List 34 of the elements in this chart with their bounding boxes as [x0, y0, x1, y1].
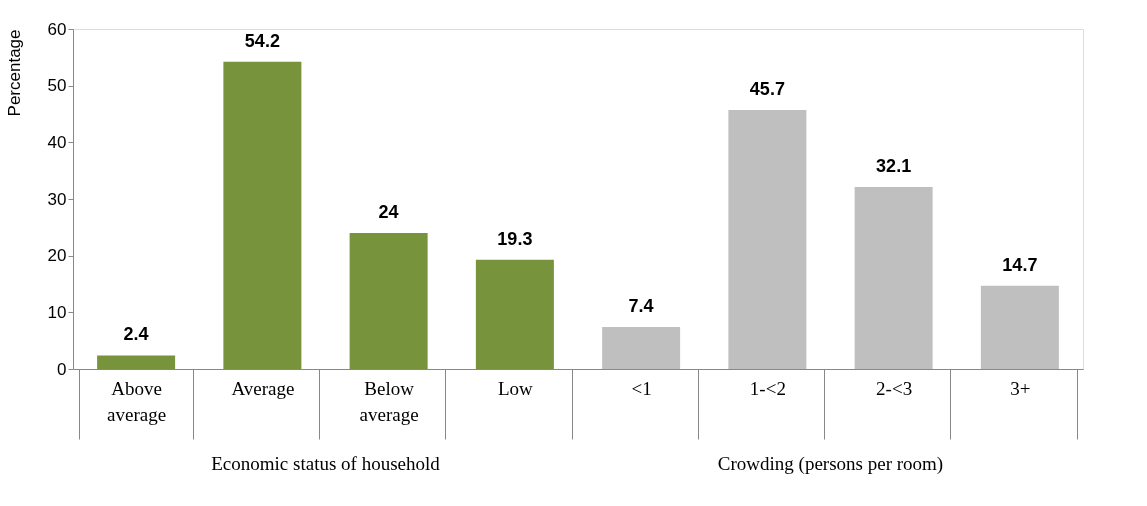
y-tick-label: 10 — [47, 302, 67, 322]
text: Crowding (persons per room) — [717, 453, 944, 475]
data-label: 54.2 — [244, 30, 280, 51]
bar — [349, 233, 428, 369]
data-label: 32.1 — [876, 156, 912, 177]
y-tick-label: 40 — [47, 132, 67, 152]
data-label: 2.4 — [123, 324, 149, 345]
x-tick-label: 3+ — [1010, 377, 1031, 399]
data-label: 7.4 — [628, 296, 654, 317]
y-tick-label: 20 — [47, 246, 67, 266]
data-label: 24 — [378, 202, 399, 222]
y-axis-title: Percentage — [4, 29, 24, 117]
text: Economic status of household — [211, 453, 441, 474]
bar — [854, 187, 933, 369]
y-tick-label: 60 — [47, 19, 67, 39]
bar — [475, 259, 554, 369]
data-label: 19.3 — [497, 228, 533, 249]
y-tick-label: 0 — [57, 359, 67, 379]
x-tick-label: Below average — [359, 377, 419, 425]
y-tick-label: 30 — [47, 189, 67, 209]
y-tick-label: 50 — [47, 76, 67, 96]
x-tick-label: Above average — [107, 377, 167, 425]
bar — [602, 327, 681, 369]
x-tick-label: Average — [231, 377, 295, 399]
x-tick-label: 1-<2 — [749, 377, 786, 399]
bar — [728, 110, 807, 369]
data-label: 45.7 — [749, 79, 785, 100]
bar — [97, 355, 176, 369]
x-tick-label: Low — [497, 377, 534, 399]
x-tick-label: <1 — [631, 377, 652, 399]
x-tick-label: 2-<3 — [876, 377, 913, 399]
data-label: 14.7 — [1002, 254, 1038, 275]
bar — [223, 61, 302, 369]
bar — [980, 285, 1059, 369]
